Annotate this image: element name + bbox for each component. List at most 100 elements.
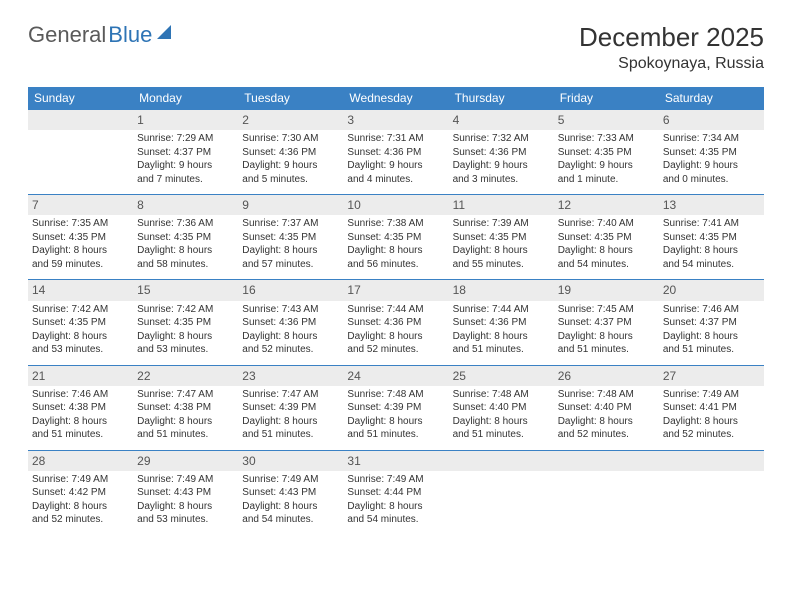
day-detail-line: Sunset: 4:36 PM bbox=[347, 316, 444, 330]
day-detail-line: Sunrise: 7:45 AM bbox=[558, 303, 655, 317]
location-label: Spokoynaya, Russia bbox=[579, 55, 764, 73]
day-cell: 14Sunrise: 7:42 AMSunset: 4:35 PMDayligh… bbox=[28, 280, 133, 365]
day-number: 30 bbox=[238, 451, 343, 471]
day-detail-line: Sunrise: 7:48 AM bbox=[453, 388, 550, 402]
day-number: 10 bbox=[343, 195, 448, 215]
day-cell: 7Sunrise: 7:35 AMSunset: 4:35 PMDaylight… bbox=[28, 195, 133, 280]
week-row: 28Sunrise: 7:49 AMSunset: 4:42 PMDayligh… bbox=[28, 450, 764, 535]
day-number: 23 bbox=[238, 366, 343, 386]
day-detail-line: Sunset: 4:35 PM bbox=[32, 231, 129, 245]
day-cell: 17Sunrise: 7:44 AMSunset: 4:36 PMDayligh… bbox=[343, 280, 448, 365]
day-detail-line: Daylight: 8 hours bbox=[242, 330, 339, 344]
week-row: 21Sunrise: 7:46 AMSunset: 4:38 PMDayligh… bbox=[28, 365, 764, 450]
day-detail-line: Daylight: 8 hours bbox=[453, 244, 550, 258]
day-detail-line: and 56 minutes. bbox=[347, 258, 444, 272]
day-cell: 30Sunrise: 7:49 AMSunset: 4:43 PMDayligh… bbox=[238, 450, 343, 535]
day-detail-line: and 54 minutes. bbox=[663, 258, 760, 272]
day-detail-line: Sunset: 4:42 PM bbox=[32, 486, 129, 500]
day-detail-line: and 51 minutes. bbox=[32, 428, 129, 442]
day-detail-line: Daylight: 8 hours bbox=[137, 244, 234, 258]
day-number: 11 bbox=[449, 195, 554, 215]
day-detail-line: Daylight: 8 hours bbox=[32, 330, 129, 344]
day-detail-line: Sunset: 4:44 PM bbox=[347, 486, 444, 500]
title-block: December 2025 Spokoynaya, Russia bbox=[579, 22, 764, 73]
day-number: 26 bbox=[554, 366, 659, 386]
day-number: 25 bbox=[449, 366, 554, 386]
day-number bbox=[554, 451, 659, 471]
day-cell: 11Sunrise: 7:39 AMSunset: 4:35 PMDayligh… bbox=[449, 195, 554, 280]
day-cell: 10Sunrise: 7:38 AMSunset: 4:35 PMDayligh… bbox=[343, 195, 448, 280]
day-detail-line: Sunrise: 7:40 AM bbox=[558, 217, 655, 231]
day-detail-line: Sunrise: 7:46 AM bbox=[663, 303, 760, 317]
day-cell: 1Sunrise: 7:29 AMSunset: 4:37 PMDaylight… bbox=[133, 110, 238, 195]
day-detail-line: Daylight: 9 hours bbox=[242, 159, 339, 173]
day-detail-line: Sunrise: 7:49 AM bbox=[137, 473, 234, 487]
day-cell: 27Sunrise: 7:49 AMSunset: 4:41 PMDayligh… bbox=[659, 365, 764, 450]
day-number: 8 bbox=[133, 195, 238, 215]
day-cell: 15Sunrise: 7:42 AMSunset: 4:35 PMDayligh… bbox=[133, 280, 238, 365]
day-cell: 2Sunrise: 7:30 AMSunset: 4:36 PMDaylight… bbox=[238, 110, 343, 195]
day-detail-line: Sunrise: 7:34 AM bbox=[663, 132, 760, 146]
calendar-body: 1Sunrise: 7:29 AMSunset: 4:37 PMDaylight… bbox=[28, 110, 764, 535]
day-number: 15 bbox=[133, 280, 238, 300]
day-detail-line: Sunrise: 7:33 AM bbox=[558, 132, 655, 146]
day-number: 13 bbox=[659, 195, 764, 215]
day-cell: 3Sunrise: 7:31 AMSunset: 4:36 PMDaylight… bbox=[343, 110, 448, 195]
day-detail-line: and 51 minutes. bbox=[453, 428, 550, 442]
day-detail-line: Daylight: 8 hours bbox=[32, 500, 129, 514]
logo-triangle-icon bbox=[157, 25, 171, 39]
header: General Blue December 2025 Spokoynaya, R… bbox=[28, 22, 764, 73]
day-detail-line: Sunrise: 7:48 AM bbox=[347, 388, 444, 402]
month-title: December 2025 bbox=[579, 22, 764, 53]
day-detail-line: and 52 minutes. bbox=[242, 343, 339, 357]
day-detail-line: Sunrise: 7:42 AM bbox=[137, 303, 234, 317]
day-detail-line: and 58 minutes. bbox=[137, 258, 234, 272]
day-number: 14 bbox=[28, 280, 133, 300]
logo-text-general: General bbox=[28, 22, 106, 48]
day-detail-line: Daylight: 8 hours bbox=[558, 415, 655, 429]
day-detail-line: and 51 minutes. bbox=[453, 343, 550, 357]
day-cell: 13Sunrise: 7:41 AMSunset: 4:35 PMDayligh… bbox=[659, 195, 764, 280]
day-cell: 8Sunrise: 7:36 AMSunset: 4:35 PMDaylight… bbox=[133, 195, 238, 280]
day-detail-line: Sunset: 4:39 PM bbox=[242, 401, 339, 415]
day-detail-line: Daylight: 8 hours bbox=[32, 244, 129, 258]
day-detail-line: Daylight: 8 hours bbox=[137, 330, 234, 344]
weekday-thursday: Thursday bbox=[449, 87, 554, 110]
day-number: 27 bbox=[659, 366, 764, 386]
day-detail-line: and 53 minutes. bbox=[32, 343, 129, 357]
day-cell: 9Sunrise: 7:37 AMSunset: 4:35 PMDaylight… bbox=[238, 195, 343, 280]
day-detail-line: Sunrise: 7:42 AM bbox=[32, 303, 129, 317]
day-detail-line: and 5 minutes. bbox=[242, 173, 339, 187]
day-detail-line: Sunrise: 7:49 AM bbox=[32, 473, 129, 487]
day-detail-line: Sunset: 4:35 PM bbox=[558, 146, 655, 160]
day-number: 22 bbox=[133, 366, 238, 386]
day-detail-line: Daylight: 8 hours bbox=[32, 415, 129, 429]
day-number: 19 bbox=[554, 280, 659, 300]
day-detail-line: Sunrise: 7:47 AM bbox=[242, 388, 339, 402]
weekday-wednesday: Wednesday bbox=[343, 87, 448, 110]
day-detail-line: Sunset: 4:43 PM bbox=[137, 486, 234, 500]
day-detail-line: Daylight: 8 hours bbox=[137, 500, 234, 514]
day-detail-line: Sunrise: 7:37 AM bbox=[242, 217, 339, 231]
day-detail-line: Sunset: 4:37 PM bbox=[558, 316, 655, 330]
day-cell: 12Sunrise: 7:40 AMSunset: 4:35 PMDayligh… bbox=[554, 195, 659, 280]
day-detail-line: Sunrise: 7:39 AM bbox=[453, 217, 550, 231]
logo: General Blue bbox=[28, 22, 171, 48]
day-detail-line: and 51 minutes. bbox=[137, 428, 234, 442]
day-detail-line: and 57 minutes. bbox=[242, 258, 339, 272]
day-cell: 29Sunrise: 7:49 AMSunset: 4:43 PMDayligh… bbox=[133, 450, 238, 535]
day-detail-line: and 51 minutes. bbox=[347, 428, 444, 442]
day-number: 5 bbox=[554, 110, 659, 130]
day-detail-line: and 54 minutes. bbox=[558, 258, 655, 272]
day-detail-line: and 52 minutes. bbox=[32, 513, 129, 527]
day-detail-line: and 51 minutes. bbox=[558, 343, 655, 357]
day-detail-line: Daylight: 8 hours bbox=[347, 330, 444, 344]
day-detail-line: Sunset: 4:40 PM bbox=[453, 401, 550, 415]
day-number: 9 bbox=[238, 195, 343, 215]
day-detail-line: and 7 minutes. bbox=[137, 173, 234, 187]
day-detail-line: Sunset: 4:36 PM bbox=[453, 316, 550, 330]
day-number: 16 bbox=[238, 280, 343, 300]
day-detail-line: Sunset: 4:37 PM bbox=[663, 316, 760, 330]
day-detail-line: and 4 minutes. bbox=[347, 173, 444, 187]
day-cell bbox=[659, 450, 764, 535]
